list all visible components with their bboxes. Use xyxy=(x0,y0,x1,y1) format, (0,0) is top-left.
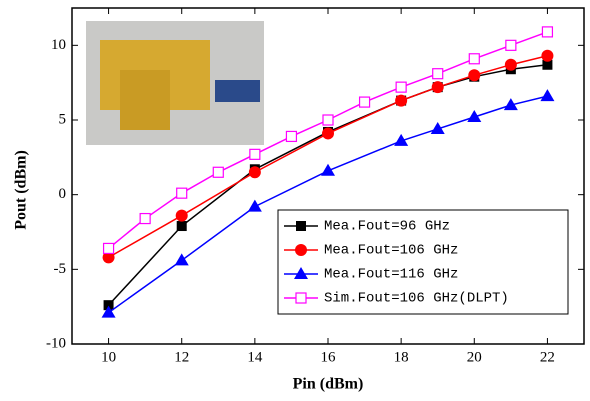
marker xyxy=(321,164,335,176)
marker xyxy=(395,95,407,107)
x-tick-label: 18 xyxy=(394,349,409,365)
x-tick-label: 14 xyxy=(247,349,263,365)
y-tick-label: 10 xyxy=(51,37,66,53)
marker xyxy=(176,210,188,222)
legend-label: Mea.Fout=116 GHz xyxy=(324,267,458,283)
x-tick-label: 12 xyxy=(174,349,189,365)
legend-marker xyxy=(296,293,306,303)
marker xyxy=(104,243,114,253)
y-tick-label: -10 xyxy=(46,335,66,351)
legend-marker xyxy=(296,221,306,231)
marker xyxy=(360,97,370,107)
x-axis-label: Pin (dBm) xyxy=(293,376,364,393)
marker xyxy=(505,59,517,71)
y-tick-label: -5 xyxy=(54,261,67,277)
marker xyxy=(250,149,260,159)
x-tick-label: 20 xyxy=(467,349,482,365)
marker xyxy=(540,89,554,101)
legend-label: Mea.Fout=96 GHz xyxy=(324,219,450,235)
marker xyxy=(249,166,261,178)
y-axis-label: Pout (dBm) xyxy=(13,150,30,230)
marker xyxy=(140,214,150,224)
marker xyxy=(286,131,296,141)
legend-label: Sim.Fout=106 GHz(DLPT) xyxy=(324,291,509,307)
marker xyxy=(541,50,553,62)
x-tick-label: 22 xyxy=(540,349,555,365)
legend-label: Mea.Fout=106 GHz xyxy=(324,243,458,259)
marker xyxy=(177,221,187,231)
y-tick-label: 0 xyxy=(59,186,67,202)
marker xyxy=(506,40,516,50)
marker xyxy=(322,127,334,139)
marker xyxy=(468,69,480,81)
marker xyxy=(177,188,187,198)
marker xyxy=(469,54,479,64)
inset-connector xyxy=(215,80,260,102)
inset-device-front xyxy=(120,70,170,130)
y-tick-label: 5 xyxy=(59,111,67,127)
marker xyxy=(323,115,333,125)
x-tick-label: 16 xyxy=(321,349,337,365)
marker xyxy=(542,27,552,37)
marker xyxy=(396,82,406,92)
marker xyxy=(433,69,443,79)
marker xyxy=(432,81,444,93)
marker xyxy=(175,253,189,265)
marker xyxy=(213,167,223,177)
legend-marker xyxy=(295,244,307,256)
x-tick-label: 10 xyxy=(101,349,116,365)
marker xyxy=(248,200,262,212)
chart: Pin (dBm) Pout (dBm) 10 12 14 16 18 20 22 -10 -5… xyxy=(0,0,590,401)
